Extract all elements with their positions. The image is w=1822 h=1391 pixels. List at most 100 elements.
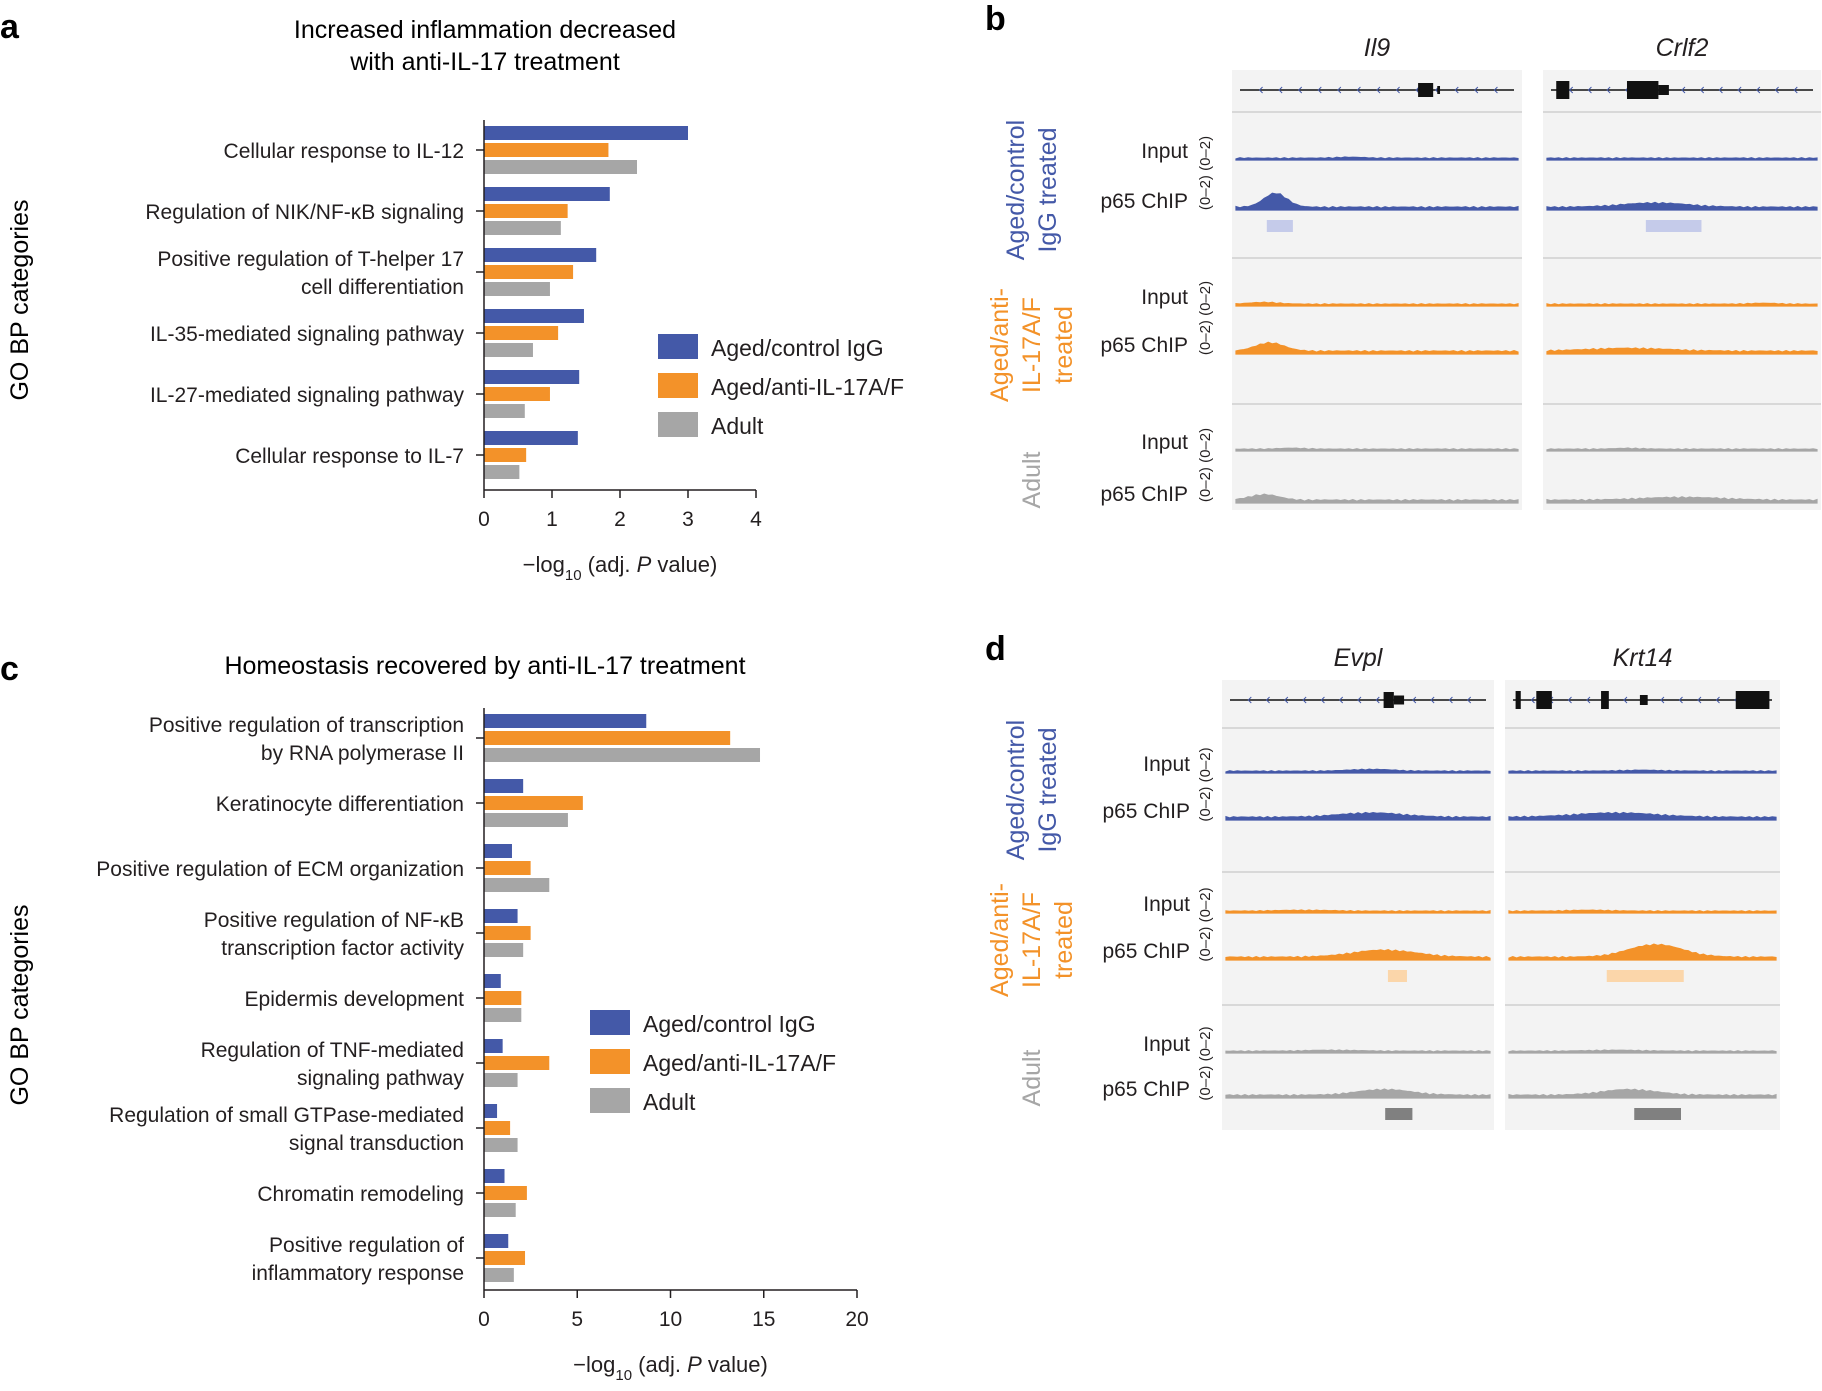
chip-signal-track bbox=[1546, 201, 1818, 211]
bar-aged-anti bbox=[484, 926, 531, 940]
bar-chart-inflammation: Increased inflammation decreased with an… bbox=[6, 16, 904, 584]
bar-aged-anti bbox=[484, 1186, 527, 1200]
group-label: Aged/control bbox=[1002, 720, 1030, 860]
strand-arrow bbox=[1587, 86, 1592, 94]
called-peak-box bbox=[1634, 1108, 1681, 1120]
bar-adult bbox=[484, 1138, 518, 1152]
input-signal-track bbox=[1546, 302, 1818, 307]
x-tick-label: 4 bbox=[750, 508, 762, 531]
gene-exon bbox=[1536, 691, 1552, 709]
legend-label: Aged/control IgG bbox=[711, 335, 884, 361]
bar-aged-igg bbox=[484, 431, 578, 445]
strand-arrow bbox=[1339, 696, 1344, 704]
bar-adult bbox=[484, 748, 761, 762]
input-row-label: Input bbox=[1143, 893, 1190, 916]
strand-arrow bbox=[1700, 86, 1705, 94]
bar-aged-anti bbox=[484, 1121, 511, 1135]
gene-name: Evpl bbox=[1334, 644, 1384, 672]
bar-adult bbox=[484, 404, 525, 418]
strand-arrow bbox=[1715, 696, 1720, 704]
legend-swatch bbox=[590, 1088, 630, 1113]
bar-aged-igg bbox=[484, 909, 518, 923]
strand-arrow bbox=[1317, 86, 1322, 94]
bar-aged-anti bbox=[484, 204, 568, 218]
strand-arrow bbox=[1793, 86, 1798, 94]
input-signal-track bbox=[1225, 768, 1491, 774]
strand-arrow bbox=[1356, 86, 1361, 94]
gene-exon bbox=[1658, 85, 1669, 95]
input-signal-track bbox=[1508, 1049, 1777, 1054]
range-label: (0–2) (0–2) bbox=[1197, 136, 1214, 210]
chip-row-label: p65 ChIP bbox=[1102, 1078, 1190, 1101]
x-tick-label: 0 bbox=[478, 508, 490, 531]
category-label: inflammatory response bbox=[252, 1262, 464, 1285]
gene-exon bbox=[1418, 83, 1434, 97]
bar-aged-anti bbox=[484, 1056, 550, 1070]
strand-arrow bbox=[1258, 86, 1263, 94]
gene-name: Crlf2 bbox=[1656, 34, 1709, 62]
bar-aged-igg bbox=[484, 1169, 505, 1183]
legend-swatch bbox=[658, 373, 698, 398]
x-tick-label: 0 bbox=[478, 1308, 490, 1331]
range-label: (0–2) (0–2) bbox=[1197, 1026, 1214, 1100]
category-label: signaling pathway bbox=[297, 1067, 464, 1090]
strand-arrow bbox=[1530, 696, 1535, 704]
strand-arrow bbox=[1412, 696, 1417, 704]
bar-aged-igg bbox=[484, 714, 647, 728]
strand-arrow bbox=[1337, 86, 1342, 94]
legend-swatch bbox=[658, 334, 698, 359]
range-label: (0–2) (0–2) bbox=[1197, 887, 1214, 961]
input-signal-track bbox=[1546, 447, 1818, 452]
bar-adult bbox=[484, 1203, 516, 1217]
strand-arrow bbox=[1569, 86, 1574, 94]
legend-label: Adult bbox=[711, 413, 764, 439]
input-row-label: Input bbox=[1141, 286, 1188, 309]
input-signal-track bbox=[1508, 909, 1777, 914]
category-label: Chromatin remodeling bbox=[257, 1183, 464, 1206]
group-label: Adult bbox=[1018, 451, 1046, 508]
legend-label: Adult bbox=[643, 1089, 696, 1115]
group-label: treated bbox=[1050, 901, 1078, 979]
gene-exon bbox=[1383, 692, 1394, 708]
bar-aged-anti bbox=[484, 448, 527, 462]
chip-row-label: p65 ChIP bbox=[1100, 334, 1188, 357]
strand-arrow bbox=[1247, 696, 1252, 704]
track-column-background bbox=[1543, 70, 1821, 510]
group-label: IL-17A/F bbox=[1018, 297, 1046, 393]
called-peak-box bbox=[1387, 970, 1407, 982]
x-tick-label: 10 bbox=[659, 1308, 682, 1331]
input-row-label: Input bbox=[1141, 140, 1188, 163]
bar-adult bbox=[484, 878, 550, 892]
category-label: Cellular response to IL-7 bbox=[235, 445, 464, 468]
strand-arrow bbox=[1302, 696, 1307, 704]
x-tick-label: 2 bbox=[614, 508, 626, 531]
x-tick-label: 5 bbox=[571, 1308, 583, 1331]
strand-arrow bbox=[1474, 86, 1479, 94]
strand-arrow bbox=[1697, 696, 1702, 704]
x-tick-label: 1 bbox=[546, 508, 558, 531]
bar-aged-anti bbox=[484, 861, 531, 875]
category-label: Regulation of small GTPase-mediated bbox=[109, 1104, 464, 1127]
strand-arrow bbox=[1298, 86, 1303, 94]
panel-label-b: b bbox=[985, 0, 1006, 38]
input-signal-track bbox=[1235, 156, 1519, 161]
track-column-background bbox=[1222, 680, 1494, 1130]
bar-adult bbox=[484, 282, 550, 296]
category-label: transcription factor activity bbox=[221, 937, 464, 960]
group-label: IL-17A/F bbox=[1018, 892, 1046, 988]
strand-arrow bbox=[1376, 86, 1381, 94]
category-label: Positive regulation of transcription bbox=[149, 714, 464, 737]
chip-signal-track bbox=[1225, 1088, 1491, 1099]
input-signal-track bbox=[1546, 157, 1818, 161]
category-label: Positive regulation of NF-κB bbox=[204, 909, 464, 932]
group-label: Aged/anti- bbox=[986, 288, 1014, 402]
category-label: Positive regulation of ECM organization bbox=[96, 858, 464, 881]
x-tick-label: 3 bbox=[682, 508, 694, 531]
bar-aged-anti bbox=[484, 1251, 526, 1265]
panel-label-d: d bbox=[985, 630, 1006, 668]
bar-aged-anti bbox=[484, 387, 550, 401]
chip-row-label: p65 ChIP bbox=[1100, 483, 1188, 506]
category-label: cell differentiation bbox=[301, 276, 464, 299]
bar-adult bbox=[484, 813, 568, 827]
